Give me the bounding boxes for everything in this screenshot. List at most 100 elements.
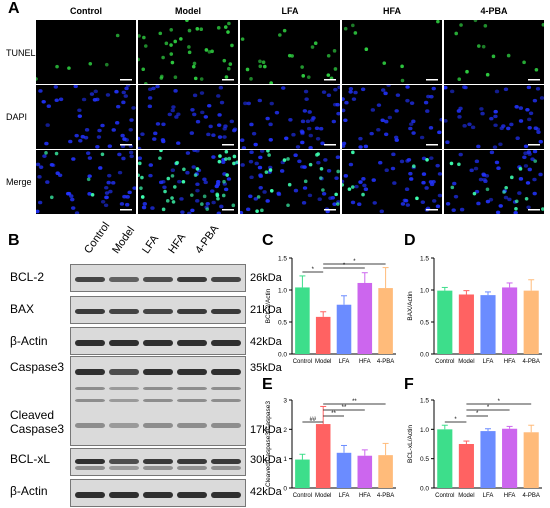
column-header-control: Control xyxy=(70,6,102,16)
lane-label-control: Control xyxy=(82,220,113,256)
bar-lfa xyxy=(336,304,352,354)
bar-4-pba xyxy=(378,455,393,488)
kda-actin-1: 42kDa xyxy=(250,336,282,348)
x-tick-label: HFA xyxy=(504,493,516,499)
bar-hfa xyxy=(502,287,518,354)
lane-label-model: Model xyxy=(110,224,138,256)
y-tick-label: 1.0 xyxy=(420,288,429,295)
x-tick-label: Model xyxy=(458,493,474,499)
bar-control xyxy=(437,290,453,354)
blot-label-bcl2: BCL-2 xyxy=(10,270,45,284)
significance-mark: * xyxy=(454,417,457,423)
chart-d-bax: 0.0 0.5 1.0 1.5 BAX/Actin Control Model LFA HFA 4… xyxy=(407,256,542,365)
bar-4-pba xyxy=(523,290,539,354)
significance-mark: * xyxy=(353,259,356,265)
column-header-hfa: HFA xyxy=(383,6,401,16)
chart-e-cleaved-caspase3: 0 1 2 3 Cleaved Caspase3/Caspase3 Control Mode… xyxy=(265,398,396,499)
blot-label-bax: BAX xyxy=(10,302,35,316)
significance-mark: * xyxy=(476,411,479,417)
bar-model xyxy=(315,316,331,354)
x-tick-label: HFA xyxy=(359,359,371,365)
y-tick-label: 1.0 xyxy=(420,427,429,434)
lane-label-4pba: 4-PBA xyxy=(193,223,222,256)
row-label-merge: Merge xyxy=(6,177,32,187)
y-tick-label: 2 xyxy=(283,427,287,434)
x-tick-label: HFA xyxy=(504,359,516,365)
significance-mark: ** xyxy=(352,399,357,405)
kda-bclxl: 30kDa xyxy=(250,454,282,466)
column-header-4pba: 4-PBA xyxy=(480,6,508,16)
y-tick-label: 0.0 xyxy=(420,352,429,359)
bar-model xyxy=(458,444,474,488)
blot-label-actin-2: β-Actin xyxy=(10,484,48,498)
x-tick-label: LFA xyxy=(483,359,494,365)
significance-mark: ** xyxy=(331,411,336,417)
x-tick-label: LFA xyxy=(339,359,350,365)
micrograph-dapi-control xyxy=(36,85,136,149)
x-tick-label: Model xyxy=(315,493,331,499)
micrograph-merge-hfa xyxy=(342,150,442,214)
y-tick-label: 1.5 xyxy=(420,398,429,405)
y-tick-label: 0.0 xyxy=(420,486,429,493)
micrograph-tunel-model xyxy=(138,20,238,84)
kda-bcl2: 26kDa xyxy=(250,272,282,284)
y-tick-label: 0.5 xyxy=(420,456,429,463)
significance-mark: ** xyxy=(342,405,347,411)
micrograph-dapi-4pba xyxy=(444,85,544,149)
bar-control xyxy=(437,429,453,488)
micrograph-merge-control xyxy=(36,150,136,214)
x-tick-label: 4-PBA xyxy=(377,493,394,499)
blot-label-actin-1: β-Actin xyxy=(10,334,48,348)
panel-label-b: B xyxy=(8,232,20,249)
x-tick-label: 4-PBA xyxy=(377,359,394,365)
blot-label-bclxl: BCL-xL xyxy=(10,452,51,466)
row-label-tunel: TUNEL xyxy=(6,48,36,58)
column-header-lfa: LFA xyxy=(281,6,299,16)
y-axis-label: BAX/Actin xyxy=(407,291,414,321)
micrograph-merge-4pba xyxy=(444,150,544,214)
micrograph-tunel-control xyxy=(36,20,136,84)
y-axis-label: BCL-xL/Actin xyxy=(407,425,414,463)
micrograph-dapi-lfa xyxy=(240,85,340,149)
panel-label-e: E xyxy=(262,376,273,393)
significance-mark: * xyxy=(487,405,490,411)
micrograph-tunel-4pba xyxy=(444,20,544,84)
x-tick-label: Control xyxy=(293,493,312,499)
micrograph-dapi-model xyxy=(138,85,238,149)
bar-hfa xyxy=(502,428,518,488)
bar-lfa xyxy=(480,295,496,354)
y-axis-label: BCL-2/Actin xyxy=(265,288,272,323)
bar-model xyxy=(458,294,474,354)
x-tick-label: Control xyxy=(435,359,454,365)
micrograph-merge-model xyxy=(138,150,238,214)
y-axis-label: Cleaved Caspase3/Caspase3 xyxy=(265,401,272,487)
blot-label-cleaved-caspase3: Cleaved Caspase3 xyxy=(10,408,65,436)
x-tick-label: Model xyxy=(315,359,331,365)
blot-strip-caspase3 xyxy=(70,356,246,446)
bar-model xyxy=(315,424,331,488)
x-tick-label: Control xyxy=(293,359,312,365)
panel-label-f: F xyxy=(404,376,414,393)
y-tick-label: 0.5 xyxy=(420,320,429,327)
blot-strip-bclxl xyxy=(70,448,246,476)
blot-strip-bax xyxy=(70,296,246,324)
x-tick-label: 4-PBA xyxy=(523,493,540,499)
bar-4-pba xyxy=(378,288,393,354)
blot-label-caspase3: Caspase3 xyxy=(10,360,65,374)
y-tick-label: 1 xyxy=(283,456,287,463)
panel-label-c: C xyxy=(262,232,274,249)
bar-hfa xyxy=(357,455,373,488)
micrograph-tunel-lfa xyxy=(240,20,340,84)
y-tick-label: 1.5 xyxy=(278,256,287,263)
bar-control xyxy=(295,287,310,354)
column-header-model: Model xyxy=(175,6,201,16)
y-tick-label: 1.5 xyxy=(420,256,429,263)
bar-lfa xyxy=(480,431,496,488)
panel-label-a: A xyxy=(8,0,20,17)
micrograph-dapi-hfa xyxy=(342,85,442,149)
bar-control xyxy=(295,459,310,488)
blot-strip-bcl2 xyxy=(70,264,246,292)
x-tick-label: LFA xyxy=(483,493,494,499)
chart-c-bcl2: 0.0 0.5 1.0 1.5 BCL-2/Actin Control Model LFA HF… xyxy=(265,256,396,365)
x-tick-label: Model xyxy=(458,359,474,365)
